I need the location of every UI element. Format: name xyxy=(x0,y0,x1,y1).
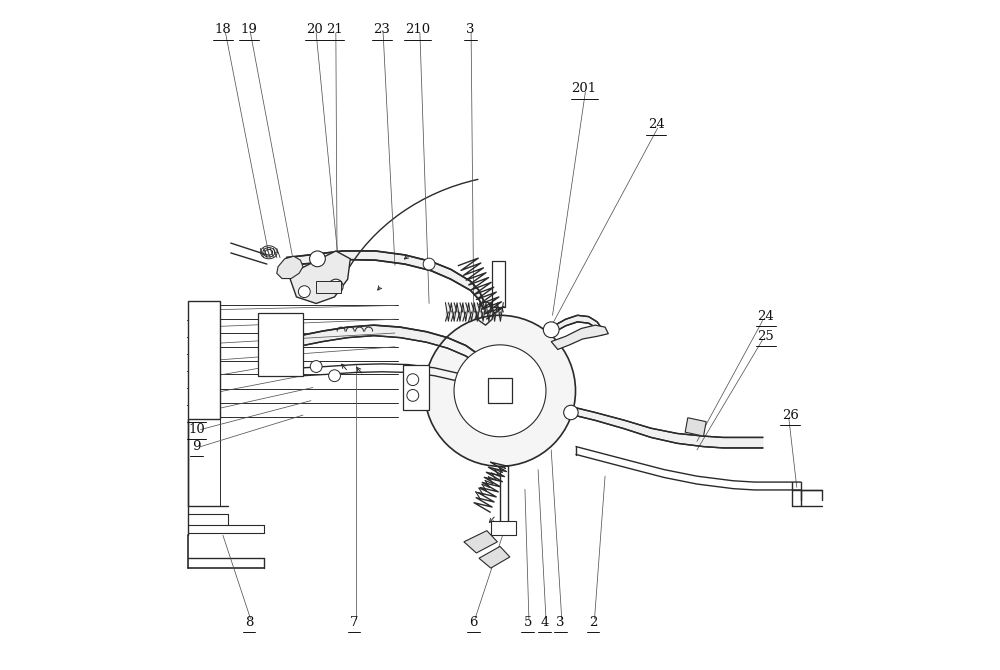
Text: 18: 18 xyxy=(215,23,231,36)
Circle shape xyxy=(543,322,559,338)
Text: 25: 25 xyxy=(758,330,774,343)
Text: 8: 8 xyxy=(245,616,253,629)
Text: 5: 5 xyxy=(523,616,532,629)
Circle shape xyxy=(423,258,435,270)
Bar xyxy=(188,301,220,419)
Text: 17: 17 xyxy=(188,304,205,316)
Bar xyxy=(488,379,512,403)
Text: 6: 6 xyxy=(469,616,478,629)
Polygon shape xyxy=(551,325,608,350)
Polygon shape xyxy=(479,547,510,568)
Text: 20: 20 xyxy=(306,23,323,36)
Text: 4: 4 xyxy=(540,616,549,629)
Bar xyxy=(492,261,505,308)
Text: 14: 14 xyxy=(188,354,205,368)
Polygon shape xyxy=(554,316,602,335)
Circle shape xyxy=(298,286,310,297)
Text: 2: 2 xyxy=(589,616,597,629)
Circle shape xyxy=(454,345,546,437)
Bar xyxy=(403,365,429,410)
Bar xyxy=(491,521,516,535)
Circle shape xyxy=(424,316,576,466)
Text: 11: 11 xyxy=(188,406,205,419)
Circle shape xyxy=(329,279,343,293)
Polygon shape xyxy=(277,256,303,279)
Text: 7: 7 xyxy=(350,616,358,629)
Text: 26: 26 xyxy=(782,409,799,421)
Polygon shape xyxy=(287,251,484,309)
Text: 24: 24 xyxy=(648,119,665,131)
Circle shape xyxy=(564,405,578,419)
Polygon shape xyxy=(464,531,497,553)
Polygon shape xyxy=(685,417,706,436)
Text: 10: 10 xyxy=(188,423,205,436)
Text: 15: 15 xyxy=(188,338,205,350)
Circle shape xyxy=(310,360,322,373)
Text: 23: 23 xyxy=(373,23,390,36)
Circle shape xyxy=(310,251,325,267)
Text: 21: 21 xyxy=(326,23,343,36)
Bar xyxy=(316,281,341,293)
Circle shape xyxy=(407,389,419,401)
Text: 13: 13 xyxy=(188,372,205,385)
Circle shape xyxy=(407,374,419,385)
Text: 3: 3 xyxy=(466,23,475,36)
Text: 16: 16 xyxy=(188,321,205,334)
Text: 9: 9 xyxy=(192,440,201,453)
Polygon shape xyxy=(289,251,350,304)
Text: 3: 3 xyxy=(556,616,565,629)
Text: 210: 210 xyxy=(405,23,430,36)
Circle shape xyxy=(329,370,340,382)
Bar xyxy=(258,314,303,376)
Polygon shape xyxy=(303,325,484,372)
Text: 201: 201 xyxy=(571,82,597,95)
Text: 19: 19 xyxy=(241,23,258,36)
Text: 24: 24 xyxy=(758,310,774,323)
Polygon shape xyxy=(574,407,763,448)
Text: 12: 12 xyxy=(188,389,205,402)
